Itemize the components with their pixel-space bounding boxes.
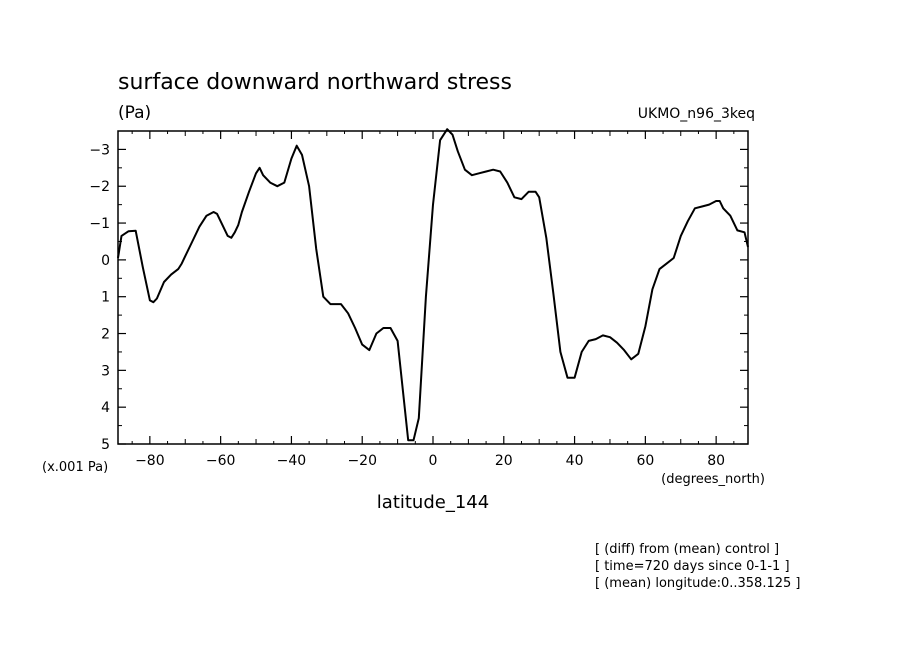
y-tick-label: −3 — [89, 142, 110, 158]
y-tick-label: −2 — [89, 179, 110, 195]
y-tick-label: 1 — [101, 290, 110, 306]
note-line-3: [ (mean) longitude:0..358.125 ] — [595, 576, 800, 591]
x-tick-label: −80 — [135, 453, 165, 469]
y-tick-label: 0 — [101, 253, 110, 269]
y-tick-label: 2 — [101, 327, 110, 343]
x-units-label: (degrees_north) — [661, 472, 765, 487]
x-tick-label: −60 — [206, 453, 236, 469]
y-tick-label: 5 — [101, 437, 110, 453]
x-axis-label: latitude_144 — [377, 492, 489, 513]
series-line-0 — [117, 128, 749, 442]
x-tick-label: 40 — [566, 453, 584, 469]
units-label: (Pa) — [118, 103, 151, 123]
x-tick-label: 20 — [495, 453, 513, 469]
x-axis: −80 −60 −40 −20 0 20 40 60 80 — [131, 131, 735, 469]
x-tick-label: −40 — [277, 453, 307, 469]
x-tick-label: −20 — [347, 453, 377, 469]
note-line-2: [ time=720 days since 0-1-1 ] — [595, 559, 790, 574]
y-axis: −3 −2 −1 0 1 2 3 4 5 — [89, 130, 748, 453]
y-tick-label: 3 — [101, 363, 110, 379]
series-layer — [117, 128, 749, 442]
model-label: UKMO_n96_3keq — [638, 106, 755, 122]
x-tick-label: 80 — [707, 453, 725, 469]
y-tick-label: 4 — [101, 400, 110, 416]
note-line-1: [ (diff) from (mean) control ] — [595, 542, 779, 557]
y-multiplier-label: (x.001 Pa) — [42, 460, 108, 475]
y-tick-label: −1 — [89, 216, 110, 232]
chart-title: surface downward northward stress — [118, 70, 512, 95]
x-tick-label: 0 — [429, 453, 438, 469]
x-tick-label: 60 — [636, 453, 654, 469]
